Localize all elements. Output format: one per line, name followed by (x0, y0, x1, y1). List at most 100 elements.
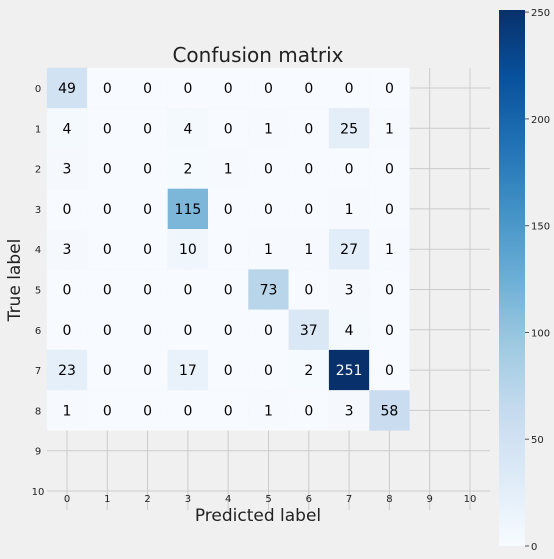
heatmap-cell (288, 269, 329, 310)
heatmap-cell (288, 108, 329, 149)
cell-value-label: 0 (304, 121, 313, 137)
cell-value-label: 23 (58, 363, 76, 379)
x-tick-label: 8 (386, 494, 392, 505)
heatmap-cell (167, 309, 208, 350)
cell-value-label: 0 (385, 363, 394, 379)
heatmap-cell (167, 67, 208, 109)
cell-value-label: 1 (345, 202, 354, 218)
heatmap-cell (127, 229, 168, 270)
heatmap-cell (328, 229, 370, 270)
heatmap-cell (87, 349, 128, 391)
y-tick-label: 4 (35, 245, 41, 256)
heatmap-cell (87, 390, 128, 431)
cell-value-label: 0 (304, 283, 313, 299)
heatmap-cell (328, 148, 370, 189)
cell-value-label: 49 (58, 81, 76, 97)
heatmap-cell (127, 188, 168, 229)
heatmap-cell (248, 229, 289, 270)
x-tick-label: 0 (64, 494, 70, 505)
heatmap-cell (127, 390, 168, 431)
cell-value-label: 0 (264, 202, 273, 218)
heatmap-cell (46, 67, 88, 109)
cell-value-label: 1 (304, 242, 313, 258)
heatmap-cell (328, 269, 370, 310)
y-tick-label: 1 (35, 124, 41, 135)
cell-value-label: 0 (304, 403, 313, 419)
cell-value-label: 0 (183, 283, 192, 299)
heatmap-cell (369, 67, 410, 109)
heatmap-cell (288, 188, 329, 229)
heatmap-cell (46, 309, 88, 350)
cell-value-label: 0 (143, 323, 152, 339)
cell-value-label: 1 (385, 242, 394, 258)
heatmap-cell (208, 148, 249, 189)
y-tick-label: 6 (35, 326, 41, 337)
colorbar-tick-label: 0 (531, 542, 537, 553)
colorbar-ticks: 0 50 100 150 200 250 (525, 8, 550, 553)
cell-value-label: 0 (143, 121, 152, 137)
heatmap-cell (369, 108, 410, 149)
cell-value-label: 4 (63, 121, 72, 137)
cell-value-label: 0 (385, 81, 394, 97)
heatmap-cell (208, 108, 249, 149)
heatmap-cell (248, 349, 289, 391)
cell-value-label: 0 (224, 363, 233, 379)
y-tick-label: 3 (35, 205, 41, 216)
heatmap-cell (288, 349, 329, 391)
heatmap-cell (87, 148, 128, 189)
heatmap-cell (369, 188, 410, 229)
cell-value-label: 0 (304, 162, 313, 178)
heatmap-cell (167, 390, 208, 431)
heatmap-cell (369, 148, 410, 189)
heatmap-cell (127, 67, 168, 109)
colorbar-tick-label: 200 (531, 115, 550, 126)
cell-value-label: 0 (103, 242, 112, 258)
x-tick-label: 6 (306, 494, 312, 505)
colorbar-tick-label: 150 (531, 222, 550, 233)
heatmap-cell (288, 229, 329, 270)
y-tick-labels: 0 1 2 3 4 5 6 7 8 9 10 (32, 84, 45, 498)
colorbar-tick-label: 100 (531, 329, 550, 340)
cell-value-label: 0 (103, 202, 112, 218)
heatmap-cell (328, 67, 370, 109)
cell-value-label: 27 (340, 242, 358, 258)
heatmap-cell (87, 229, 128, 270)
heatmap-cell (369, 269, 410, 310)
heatmap-cell (248, 309, 289, 350)
heatmap-cell (208, 67, 249, 109)
cell-value-label: 0 (264, 363, 273, 379)
cell-value-label: 1 (224, 162, 233, 178)
cell-value-label: 73 (260, 283, 278, 299)
cell-value-label: 1 (63, 403, 72, 419)
cell-value-label: 0 (103, 403, 112, 419)
cell-value-labels: 49 0 0 0 0 0 0 0 04 0 0 4 0 1 0 25 13 0 0 2 1 0 0 0 00 0 0 115 0 0 0 1 0… (58, 81, 398, 419)
cell-value-label: 0 (224, 242, 233, 258)
heatmap-cell (127, 309, 168, 350)
cell-value-label: 0 (183, 323, 192, 339)
heatmap-cell (46, 349, 88, 391)
cell-value-label: 0 (183, 81, 192, 97)
heatmap-cell (127, 108, 168, 149)
heatmap-cell (87, 309, 128, 350)
heatmap-cell (208, 188, 249, 229)
heatmap-cell (369, 390, 410, 431)
heatmap-cell (248, 390, 289, 431)
heatmap-cell (369, 349, 410, 391)
cell-value-label: 0 (143, 283, 152, 299)
heatmap-cell (167, 148, 208, 189)
x-tick-label: 2 (144, 494, 150, 505)
heatmap-cell (248, 67, 289, 109)
y-axis-label: True label (5, 239, 25, 323)
heatmap-cell (328, 108, 370, 149)
heatmap-cell (167, 349, 208, 391)
cell-value-label: 0 (103, 323, 112, 339)
cell-value-label: 115 (175, 202, 202, 218)
cell-value-label: 0 (345, 162, 354, 178)
cell-value-label: 0 (264, 81, 273, 97)
heatmap-cell (248, 108, 289, 149)
cell-value-label: 0 (183, 403, 192, 419)
heatmap-cell (328, 349, 370, 391)
colorbar (499, 10, 525, 546)
y-tick-label: 5 (35, 286, 41, 297)
